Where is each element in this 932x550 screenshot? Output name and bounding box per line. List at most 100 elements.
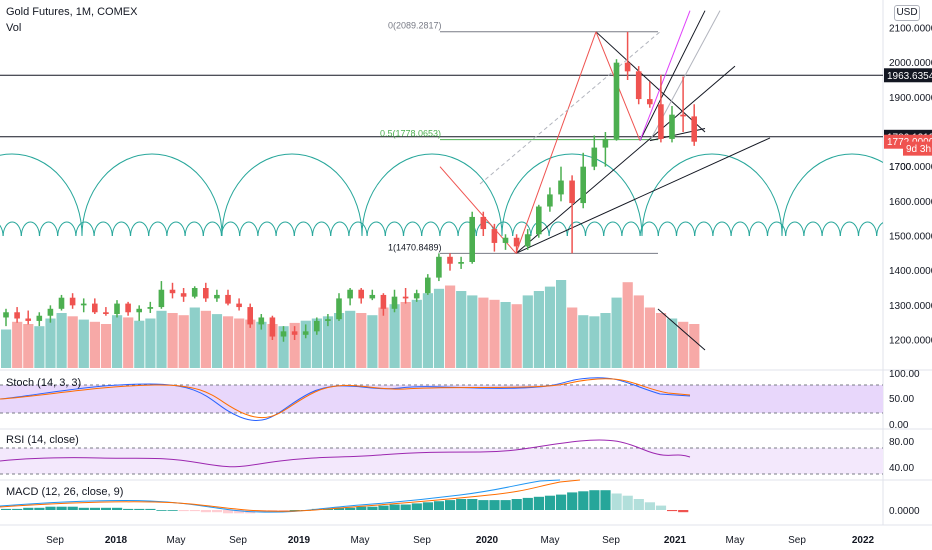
time-axis-label: May [167, 535, 186, 546]
candle-body [247, 307, 253, 325]
macd-histogram-bar [478, 500, 489, 510]
candle-body [469, 216, 475, 262]
small-arc [785, 221, 805, 237]
macd-histogram-bar [655, 505, 667, 510]
candle-body [191, 288, 198, 297]
small-arc [239, 221, 259, 237]
macd-histogram-bar [356, 506, 367, 510]
small-arc [748, 221, 768, 237]
small-arc [566, 221, 586, 237]
volume-legend[interactable]: Vol [6, 22, 22, 34]
candle-body [180, 293, 187, 297]
small-arc [767, 221, 787, 237]
price-tick-label: 1200.0000 [889, 336, 932, 347]
candle-body [291, 331, 298, 335]
macd-histogram-bar [189, 510, 200, 512]
symbol-title[interactable]: Gold Futures, 1M, COMEX [6, 6, 138, 18]
candle-body [47, 308, 54, 316]
small-arc [293, 221, 313, 237]
rsi-title[interactable]: RSI (14, close) [6, 434, 79, 446]
macd-histogram-bar [489, 500, 500, 510]
macd-histogram-bar [611, 493, 622, 510]
volume-bar [178, 315, 189, 368]
macd-histogram-bar [667, 510, 678, 512]
small-arc [803, 221, 823, 237]
macd-histogram-bar [134, 508, 145, 510]
stoch-band [0, 385, 883, 413]
cycle-arcs [0, 153, 883, 237]
time-axis-label: 2019 [288, 535, 311, 546]
small-arc [494, 221, 514, 237]
stoch-title[interactable]: Stoch (14, 3, 3) [6, 377, 82, 389]
time-axis-label: May [351, 535, 370, 546]
volume-bar [467, 295, 478, 368]
volume-bar [267, 324, 278, 368]
currency-button[interactable]: USD [894, 5, 920, 21]
small-arc [657, 221, 677, 237]
price-tick-label: 1700.0000 [889, 162, 932, 173]
volume-bar [200, 310, 211, 368]
big-arc [221, 153, 363, 237]
candle-body [114, 303, 120, 314]
candle-body [569, 180, 575, 204]
volume-bar [1, 329, 12, 368]
stoch-tick: 0.00 [889, 420, 909, 431]
macd-histogram-bar [12, 508, 23, 510]
macd-histogram-bar [167, 510, 178, 511]
macd-histogram-bar [422, 502, 433, 510]
macd-histogram-bar [445, 500, 456, 510]
volume-bar [489, 299, 500, 368]
dashed-trend-line [479, 31, 661, 185]
macd-histogram-bar [100, 507, 112, 510]
candle-body [658, 104, 664, 139]
small-arc [403, 221, 423, 237]
volume-bar [311, 318, 322, 368]
candle-body [58, 297, 65, 309]
volume-bar [156, 310, 167, 368]
candle-body [3, 312, 9, 318]
macd-histogram-bar [334, 507, 345, 510]
volume-bar [678, 321, 689, 368]
small-arc [839, 221, 859, 237]
candle-body [447, 256, 453, 264]
macd-histogram-bar [178, 510, 189, 512]
small-arc [275, 221, 295, 237]
trend-line [657, 308, 706, 351]
price-tick-label: 1600.0000 [889, 197, 932, 208]
volume-bar [389, 304, 400, 368]
price-tick-partial: 1700 [889, 162, 912, 173]
trend-line [639, 10, 691, 141]
macd-title[interactable]: MACD (12, 26, close, 9) [6, 486, 124, 498]
big-arc [81, 153, 223, 237]
trend-line [639, 10, 706, 141]
candle-body [436, 256, 442, 278]
macd-histogram-bar [112, 507, 123, 510]
small-arc [676, 221, 696, 237]
volume-bar [356, 313, 367, 368]
volume-bar [134, 320, 145, 368]
macd-histogram-bar [589, 490, 600, 510]
price-tick-label: 1900.0000 [889, 93, 932, 104]
big-arc [781, 153, 883, 237]
small-arc [439, 221, 459, 237]
volume-bar [689, 324, 700, 368]
macd-histogram-bar [400, 504, 411, 510]
small-arc [130, 221, 150, 237]
volume-bar [34, 326, 45, 368]
time-axis-label: 2022 [852, 535, 875, 546]
rsi-tick: 40.00 [889, 463, 914, 474]
volume-bar [322, 316, 334, 368]
macd-histogram-bar [522, 497, 533, 510]
candle-body [69, 297, 76, 306]
price-badge-label: 9d 3h [906, 144, 931, 155]
macd-histogram-bar [411, 503, 422, 510]
volume-bar [278, 326, 289, 368]
candle-body [380, 294, 387, 309]
volume-bar [23, 324, 34, 368]
macd-tick: 0.0000 [889, 506, 920, 517]
macd-histogram-bar [511, 499, 522, 510]
small-arc [111, 221, 131, 237]
candle-body [591, 147, 598, 167]
candle-body [36, 315, 43, 321]
